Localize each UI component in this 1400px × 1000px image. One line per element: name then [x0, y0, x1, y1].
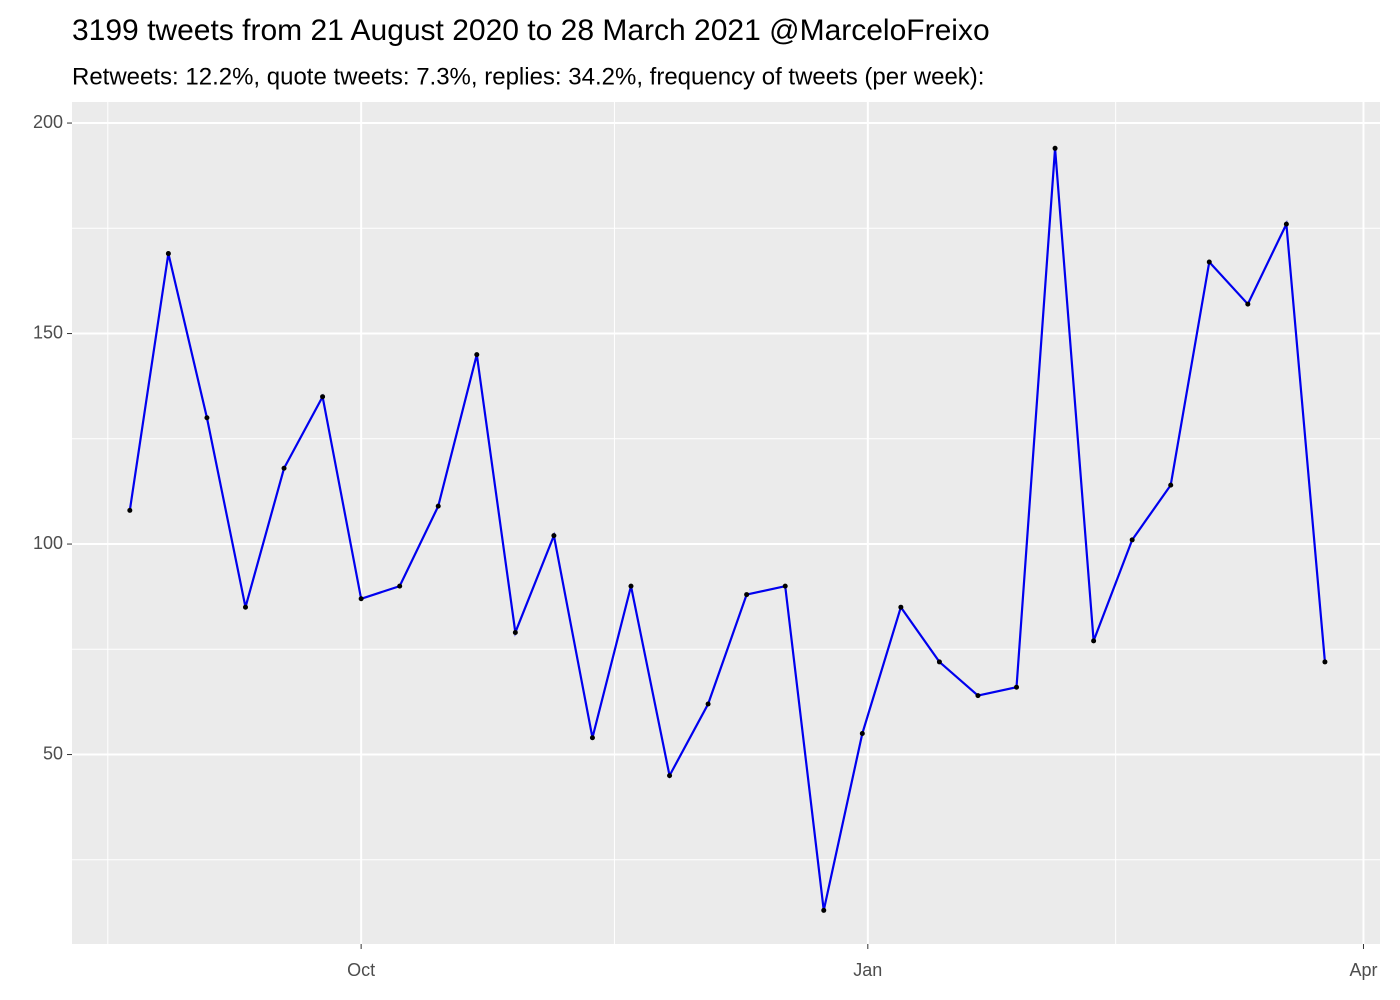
y-tick-label: 150 [33, 322, 63, 342]
point [859, 731, 865, 736]
point [1245, 301, 1251, 307]
point [589, 735, 595, 741]
point [435, 503, 441, 509]
line [128, 148, 1327, 911]
point [1129, 537, 1135, 543]
point [474, 352, 480, 358]
point [358, 596, 364, 602]
point [204, 415, 210, 421]
point [1091, 638, 1097, 644]
point [165, 251, 171, 257]
chart-subtitle: Retweets: 12.2%, quote tweets: 7.3%, rep… [72, 63, 984, 90]
point [705, 701, 711, 707]
point [1283, 221, 1289, 227]
point [898, 604, 904, 610]
y-tick-label: 100 [33, 533, 63, 553]
point [512, 629, 518, 635]
point [551, 533, 557, 539]
point [975, 693, 981, 699]
point [1168, 482, 1174, 488]
point [744, 592, 750, 598]
point [242, 604, 248, 610]
x-tick-label: Jan [853, 960, 882, 980]
point [1014, 684, 1020, 690]
point [397, 583, 403, 589]
point [936, 659, 942, 665]
point [127, 507, 133, 513]
x-tick-label: Oct [347, 960, 375, 980]
point [1052, 145, 1058, 151]
y-tick-label: 50 [43, 743, 63, 763]
point [320, 394, 326, 400]
point [782, 583, 788, 589]
point [1322, 659, 1328, 665]
x-tick-label: Apr [1349, 960, 1377, 980]
point [628, 583, 634, 589]
plot-panel [72, 102, 1380, 944]
point [821, 907, 827, 913]
point [281, 465, 287, 471]
chart-title: 3199 tweets from 21 August 2020 to 28 Ma… [72, 14, 990, 47]
y-tick-label: 200 [33, 112, 63, 132]
point [667, 773, 673, 779]
point [1206, 259, 1212, 265]
